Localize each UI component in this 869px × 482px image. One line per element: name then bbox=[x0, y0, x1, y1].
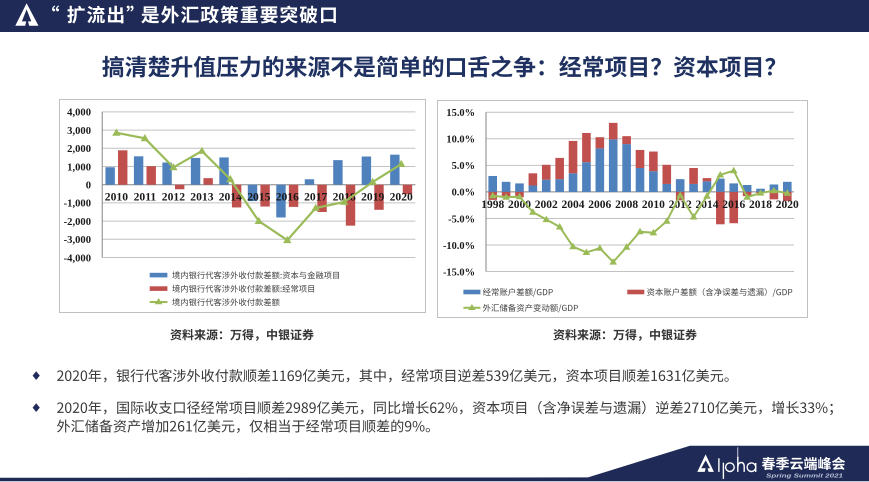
svg-text:Spring Summit 2021: Spring Summit 2021 bbox=[766, 473, 843, 479]
svg-text:10.0%: 10.0% bbox=[446, 135, 475, 146]
svg-text:2016: 2016 bbox=[276, 190, 299, 203]
svg-text:3,000: 3,000 bbox=[67, 126, 91, 137]
svg-text:-4,000: -4,000 bbox=[64, 253, 91, 264]
svg-text:5.0%: 5.0% bbox=[452, 161, 475, 172]
svg-text:1,000: 1,000 bbox=[67, 162, 91, 173]
svg-text:-2,000: -2,000 bbox=[64, 217, 91, 228]
svg-text:2018: 2018 bbox=[333, 190, 356, 203]
svg-text:1998: 1998 bbox=[481, 199, 504, 211]
svg-text:0.0%: 0.0% bbox=[452, 188, 475, 199]
svg-text:2004: 2004 bbox=[562, 199, 585, 211]
svg-text:2011: 2011 bbox=[134, 190, 157, 203]
svg-text:2010: 2010 bbox=[642, 199, 665, 211]
svg-text:2010: 2010 bbox=[105, 190, 128, 203]
svg-text:0: 0 bbox=[86, 181, 91, 192]
svg-text:-15.0%: -15.0% bbox=[443, 267, 475, 278]
svg-text:4,000: 4,000 bbox=[67, 108, 91, 119]
svg-text:2006: 2006 bbox=[588, 199, 611, 211]
svg-text:-5.0%: -5.0% bbox=[448, 214, 475, 225]
svg-text:2014: 2014 bbox=[219, 190, 242, 203]
svg-text:2016: 2016 bbox=[722, 199, 745, 211]
svg-text:2014: 2014 bbox=[696, 199, 719, 211]
svg-text:2017: 2017 bbox=[304, 190, 327, 203]
svg-text:2020: 2020 bbox=[776, 199, 799, 211]
svg-text:2013: 2013 bbox=[190, 190, 213, 203]
svg-text:2015: 2015 bbox=[247, 190, 270, 203]
svg-text:2020: 2020 bbox=[390, 190, 413, 203]
svg-text:2002: 2002 bbox=[535, 199, 558, 211]
svg-text:2,000: 2,000 bbox=[67, 144, 91, 155]
svg-text:2012: 2012 bbox=[162, 190, 185, 203]
svg-text:15.0%: 15.0% bbox=[446, 108, 475, 119]
svg-text:-1,000: -1,000 bbox=[64, 199, 91, 210]
svg-text:2018: 2018 bbox=[749, 199, 772, 211]
svg-text:-10.0%: -10.0% bbox=[443, 241, 475, 252]
svg-text:2000: 2000 bbox=[508, 199, 531, 211]
svg-text:2019: 2019 bbox=[361, 190, 384, 203]
svg-text:-3,000: -3,000 bbox=[64, 235, 91, 246]
svg-text:2008: 2008 bbox=[615, 199, 638, 211]
